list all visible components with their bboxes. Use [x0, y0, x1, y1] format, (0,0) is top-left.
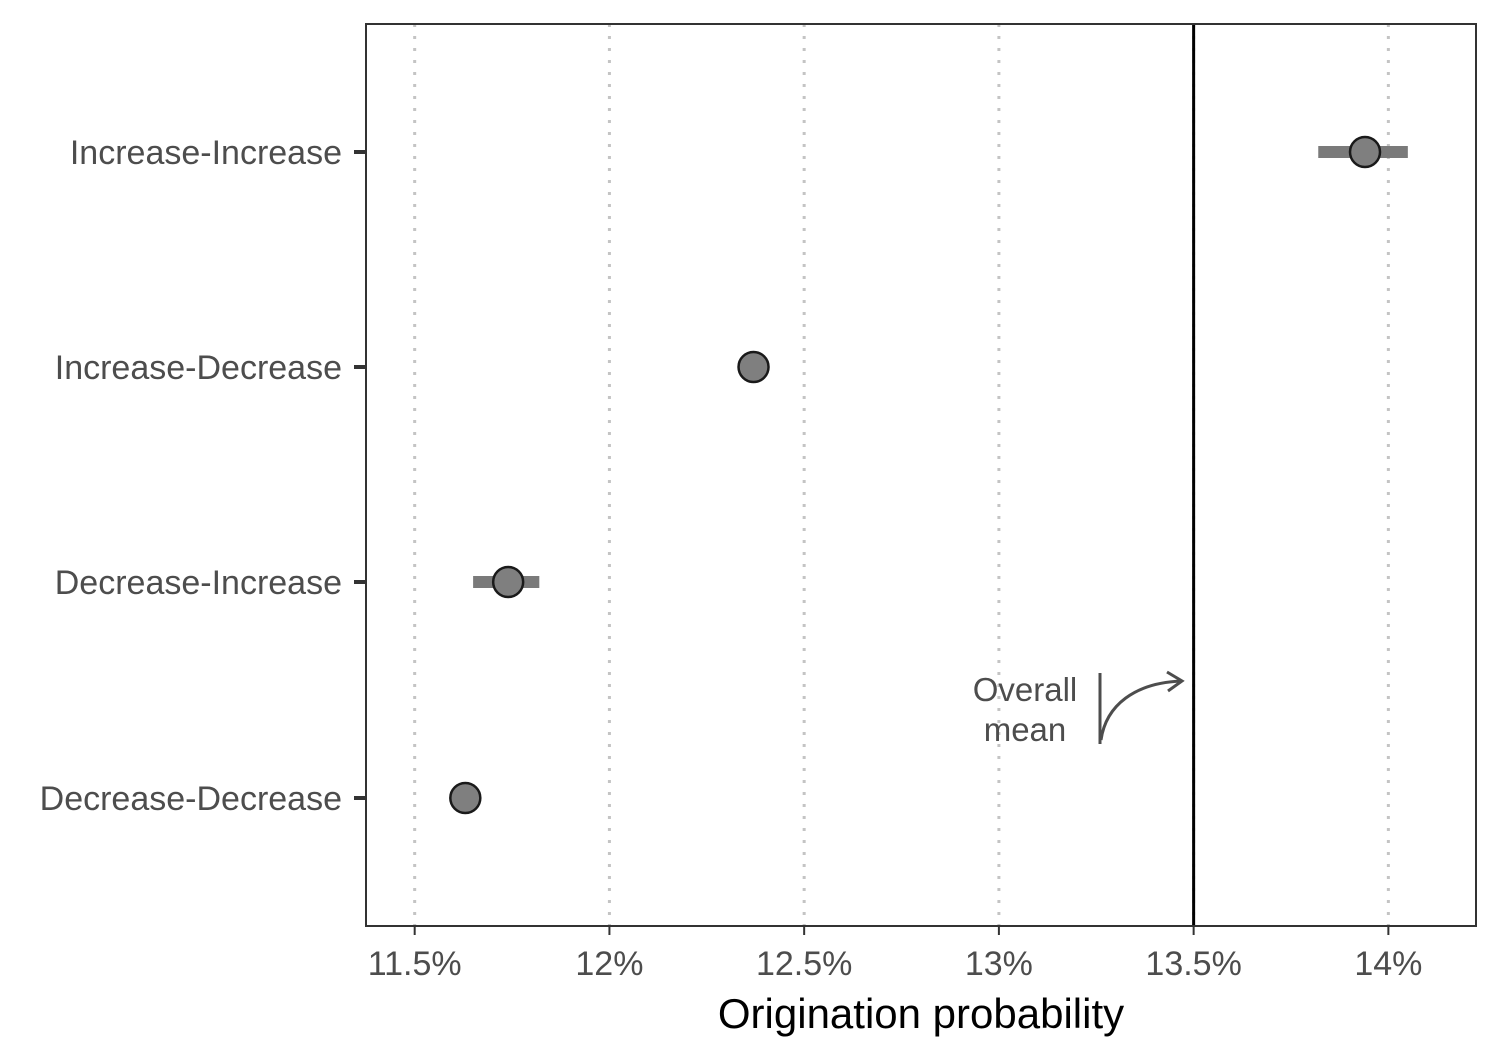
- grid-lines: [413, 24, 1390, 926]
- x-tick-label-3: 13%: [965, 945, 1033, 983]
- x-axis-title: Origination probability: [718, 990, 1124, 1037]
- y-axis: Increase-Increase Increase-Decrease Decrea…: [40, 134, 366, 818]
- annotation-line-2: mean: [984, 711, 1067, 748]
- x-axis: 11.5% 12% 12.5% 13% 13.5% 14%: [368, 926, 1422, 983]
- data-point-2: [491, 565, 525, 599]
- annotation-arrow: [1099, 679, 1182, 741]
- y-tick-label-3: Decrease-Decrease: [40, 780, 342, 818]
- y-tick-label-1: Increase-Decrease: [55, 349, 342, 387]
- annotation-line-1: Overall: [973, 671, 1078, 708]
- y-tick-label-2: Decrease-Increase: [55, 564, 342, 602]
- annotation-arrowhead: [1166, 670, 1185, 693]
- x-tick-label-5: 14%: [1354, 945, 1422, 983]
- panel-border: [365, 23, 1477, 927]
- x-tick-label-2: 12.5%: [756, 945, 852, 983]
- data-point-3: [449, 781, 482, 815]
- data-points: [449, 135, 1408, 815]
- x-tick-label-0: 11.5%: [368, 945, 462, 983]
- x-tick-label-1: 12%: [575, 945, 643, 983]
- annotation: Overall mean: [973, 670, 1185, 748]
- x-tick-label-4: 13.5%: [1145, 945, 1241, 983]
- data-point-0: [1348, 135, 1382, 169]
- y-tick-label-0: Increase-Increase: [70, 134, 342, 172]
- data-point-1: [737, 350, 770, 384]
